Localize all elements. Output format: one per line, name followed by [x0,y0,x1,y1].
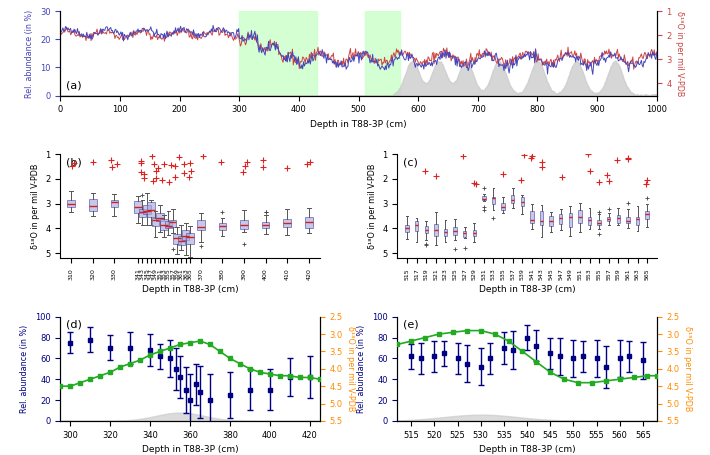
PathPatch shape [501,203,505,210]
PathPatch shape [617,215,620,223]
Bar [239,11,317,96]
PathPatch shape [262,222,269,228]
PathPatch shape [186,233,194,244]
PathPatch shape [463,232,466,237]
Y-axis label: δ¹⁸O in per mil V-PDB: δ¹⁸O in per mil V-PDB [346,326,355,411]
PathPatch shape [626,217,630,223]
PathPatch shape [173,234,181,244]
PathPatch shape [89,199,97,211]
X-axis label: Depth in T88-3P (cm): Depth in T88-3P (cm) [142,445,239,454]
PathPatch shape [219,223,226,230]
PathPatch shape [645,211,649,218]
X-axis label: Depth in T88-3P (cm): Depth in T88-3P (cm) [310,120,407,129]
PathPatch shape [578,210,581,223]
PathPatch shape [67,200,75,207]
Y-axis label: δ¹⁸O in per mil V-PDB: δ¹⁸O in per mil V-PDB [31,163,40,249]
X-axis label: Depth in T88-3P (cm): Depth in T88-3P (cm) [142,285,239,294]
Text: (d): (d) [65,320,82,330]
PathPatch shape [305,217,312,228]
PathPatch shape [138,209,146,217]
Text: (e): (e) [403,320,418,330]
Y-axis label: Rel. abundance (in %): Rel. abundance (in %) [26,9,35,97]
PathPatch shape [165,221,173,228]
PathPatch shape [143,205,151,214]
Bar [364,11,400,96]
PathPatch shape [520,197,524,206]
PathPatch shape [182,230,190,240]
Text: (a): (a) [66,81,82,91]
X-axis label: Depth in T88-3P (cm): Depth in T88-3P (cm) [479,285,575,294]
Y-axis label: δ¹⁸O in per mil V-PDB: δ¹⁸O in per mil V-PDB [368,163,377,249]
PathPatch shape [197,220,204,230]
PathPatch shape [178,237,185,245]
Y-axis label: δ¹⁸O in per mil V-PDB: δ¹⁸O in per mil V-PDB [683,326,692,411]
Y-axis label: δ¹⁸O in per mil V-PDB: δ¹⁸O in per mil V-PDB [675,11,684,96]
PathPatch shape [405,225,409,232]
PathPatch shape [425,226,428,233]
PathPatch shape [530,211,534,222]
PathPatch shape [550,216,553,226]
PathPatch shape [454,228,457,235]
PathPatch shape [607,217,611,221]
PathPatch shape [540,211,543,225]
PathPatch shape [559,214,562,224]
PathPatch shape [473,229,476,236]
PathPatch shape [169,220,177,227]
PathPatch shape [148,202,155,217]
Text: (c): (c) [403,157,417,167]
PathPatch shape [435,224,437,236]
PathPatch shape [597,220,601,225]
Y-axis label: Rel. abundance (in %): Rel. abundance (in %) [21,325,29,413]
Y-axis label: Rel. abundance (in %): Rel. abundance (in %) [357,325,366,413]
PathPatch shape [240,220,248,229]
PathPatch shape [444,229,447,236]
PathPatch shape [636,217,639,225]
PathPatch shape [160,219,168,230]
PathPatch shape [511,195,514,203]
Text: (b): (b) [65,157,81,167]
PathPatch shape [152,217,159,226]
PathPatch shape [492,197,495,204]
PathPatch shape [569,213,572,227]
X-axis label: Depth in T88-3P (cm): Depth in T88-3P (cm) [479,445,575,454]
PathPatch shape [134,201,142,212]
PathPatch shape [156,212,163,221]
PathPatch shape [415,221,418,231]
PathPatch shape [482,197,486,200]
PathPatch shape [283,219,291,228]
PathPatch shape [588,217,591,225]
PathPatch shape [111,200,118,207]
